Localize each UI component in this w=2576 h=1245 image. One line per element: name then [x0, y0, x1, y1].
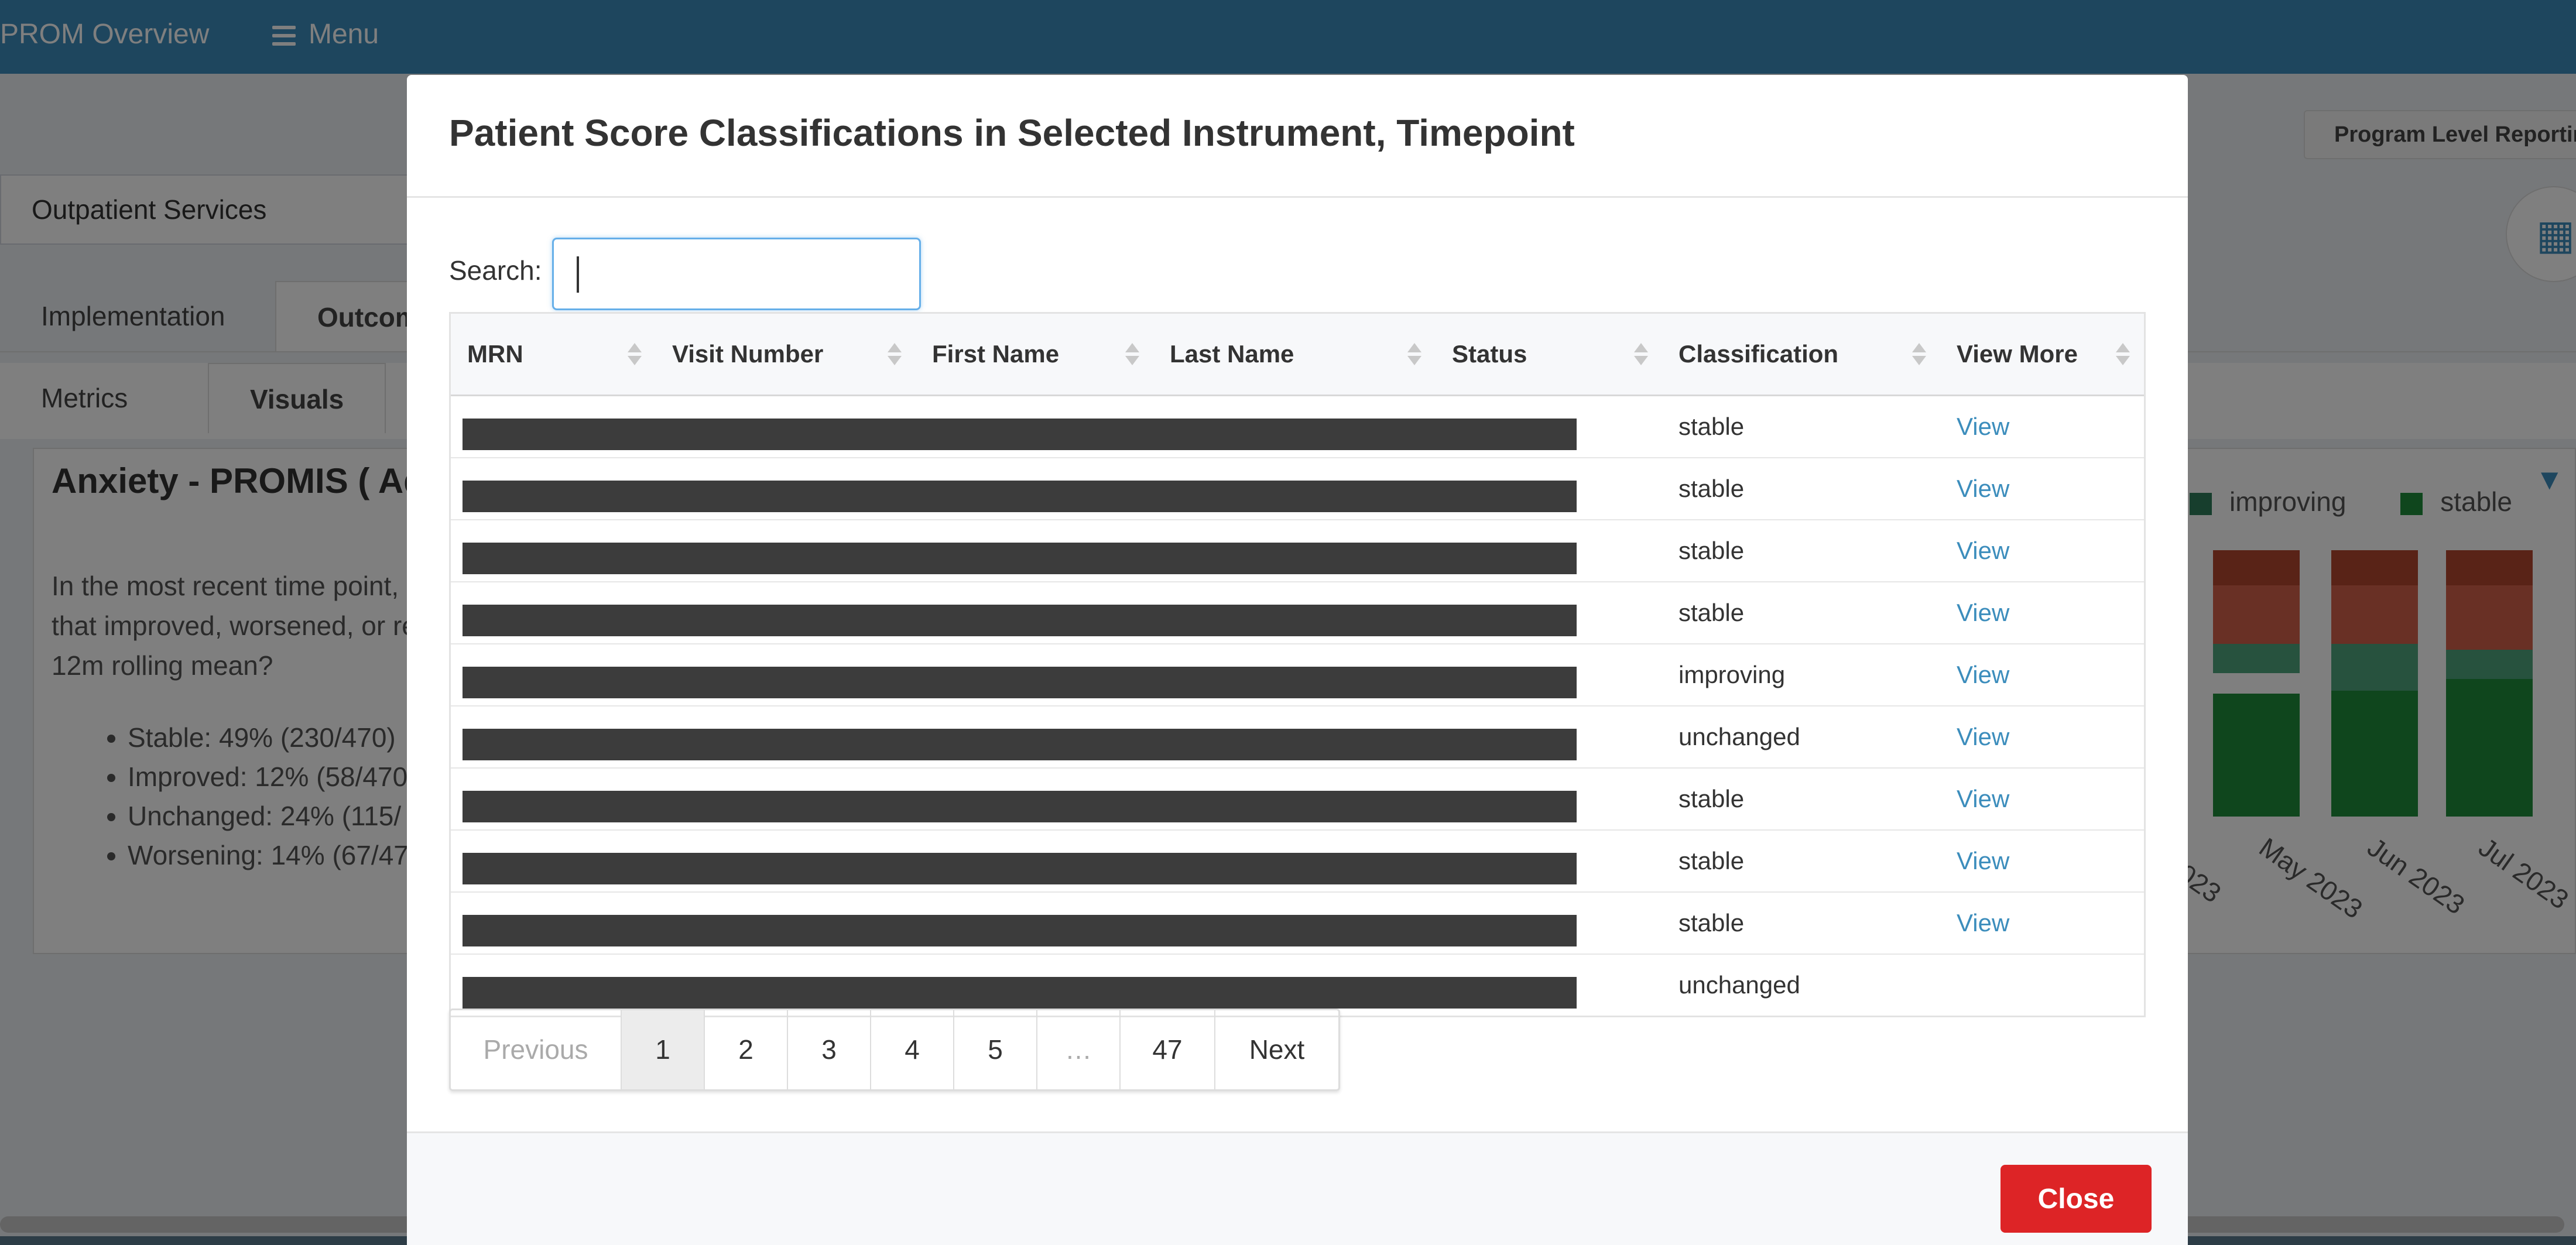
sort-icon	[1125, 339, 1139, 369]
table-row: stable View	[451, 457, 2144, 520]
classification-table: MRN Visit Number First Name Last Name St…	[449, 312, 2146, 1017]
column-header-last-name[interactable]: Last Name	[1153, 314, 1436, 396]
column-header-mrn[interactable]: MRN	[451, 314, 656, 396]
table-row: stable View	[451, 891, 2144, 954]
redacted-cells	[451, 457, 1662, 520]
classification-cell: stable	[1662, 767, 1940, 830]
modal-header: Patient Score Classifications in Selecte…	[407, 75, 2188, 198]
column-header-first-name[interactable]: First Name	[916, 314, 1153, 396]
redacted-cells	[451, 829, 1662, 892]
redacted-cells	[451, 954, 1662, 1016]
pagination: Previous 1 2 3 4 5 … 47 Next	[449, 1009, 1340, 1091]
view-link[interactable]: View	[1957, 413, 2010, 440]
sort-icon	[1912, 339, 1926, 369]
table-row: stable View	[451, 581, 2144, 644]
redacted-cells	[451, 581, 1662, 644]
text-caret	[577, 256, 579, 293]
page-ellipsis: …	[1037, 1010, 1121, 1089]
table-row: unchanged	[451, 954, 2144, 1016]
view-link[interactable]: View	[1957, 909, 2010, 937]
classification-modal: Patient Score Classifications in Selecte…	[407, 75, 2188, 1245]
classification-cell: stable	[1662, 829, 1940, 892]
column-header-visit-number[interactable]: Visit Number	[656, 314, 916, 396]
classification-cell: stable	[1662, 891, 1940, 954]
sort-icon	[628, 339, 642, 369]
sort-icon	[2116, 339, 2130, 369]
page-button-47[interactable]: 47	[1121, 1010, 1215, 1089]
table-row: improving View	[451, 643, 2144, 706]
next-page-button[interactable]: Next	[1249, 1034, 1305, 1065]
search-input[interactable]	[552, 238, 921, 310]
classification-cell: stable	[1662, 581, 1940, 644]
search-label: Search:	[449, 255, 542, 286]
classification-cell: stable	[1662, 395, 1940, 458]
redacted-cells	[451, 519, 1662, 582]
modal-footer: Close	[407, 1131, 2188, 1245]
view-link[interactable]: View	[1957, 785, 2010, 812]
table-row: stable View	[451, 519, 2144, 582]
classification-cell: stable	[1662, 519, 1940, 582]
classification-cell: improving	[1662, 643, 1940, 706]
close-button[interactable]: Close	[2000, 1165, 2152, 1233]
redacted-cells	[451, 705, 1662, 768]
redacted-cells	[451, 767, 1662, 830]
column-header-status[interactable]: Status	[1436, 314, 1662, 396]
sort-icon	[1407, 339, 1421, 369]
previous-page-button[interactable]: Previous	[451, 1010, 622, 1089]
view-link[interactable]: View	[1957, 599, 2010, 626]
view-link[interactable]: View	[1957, 723, 2010, 750]
column-header-view-more[interactable]: View More	[1940, 314, 2144, 396]
table-row: stable View	[451, 395, 2144, 458]
table-row: stable View	[451, 829, 2144, 892]
classification-cell: unchanged	[1662, 954, 1940, 1016]
view-link[interactable]: View	[1957, 847, 2010, 874]
table-row: stable View	[451, 767, 2144, 830]
view-link[interactable]: View	[1957, 661, 2010, 688]
page-button-2[interactable]: 2	[705, 1010, 788, 1089]
classification-cell: unchanged	[1662, 705, 1940, 768]
page-button-1[interactable]: 1	[622, 1010, 705, 1089]
sort-icon	[888, 339, 902, 369]
classification-cell: stable	[1662, 457, 1940, 520]
redacted-cells	[451, 395, 1662, 458]
page-button-3[interactable]: 3	[788, 1010, 871, 1089]
view-link[interactable]: View	[1957, 537, 2010, 564]
table-row: unchanged View	[451, 705, 2144, 768]
sort-icon	[1634, 339, 1648, 369]
modal-title: Patient Score Classifications in Selecte…	[449, 112, 1575, 154]
redacted-cells	[451, 891, 1662, 954]
view-link[interactable]: View	[1957, 475, 2010, 502]
column-header-classification[interactable]: Classification	[1662, 314, 1940, 396]
redacted-cells	[451, 643, 1662, 706]
page-button-5[interactable]: 5	[954, 1010, 1037, 1089]
page-button-4[interactable]: 4	[871, 1010, 954, 1089]
